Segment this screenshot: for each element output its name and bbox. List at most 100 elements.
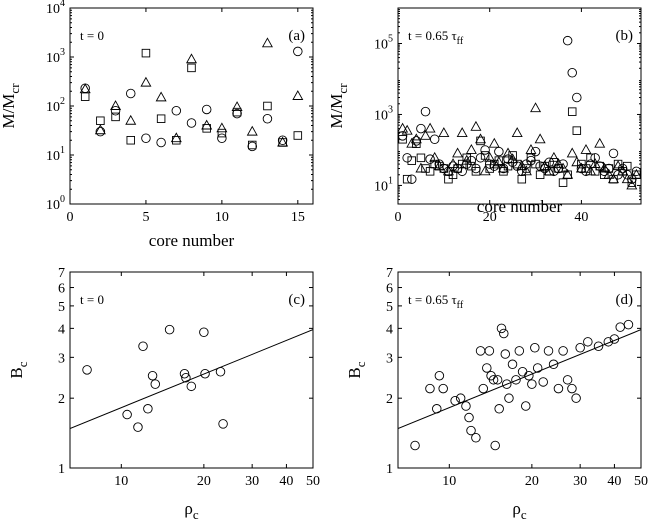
data-point-triangle	[502, 147, 514, 158]
data-point-triangle	[94, 124, 106, 135]
data-point-square	[622, 161, 632, 171]
data-point-triangle	[465, 144, 477, 154]
data-point-circle	[402, 153, 412, 163]
y-tick-label: 2	[386, 392, 393, 407]
data-point-triangle	[231, 101, 243, 112]
data-point-circle	[608, 148, 619, 159]
data-layer	[79, 37, 304, 152]
data-point-triangle	[507, 153, 519, 164]
data-point-square	[577, 159, 586, 169]
data-point-circle	[450, 395, 460, 406]
panel-label: (b)	[616, 28, 634, 44]
data-point-triangle	[607, 173, 620, 184]
x-tick-label: 30	[245, 474, 259, 489]
data-point-triangle	[110, 100, 122, 110]
data-point-circle	[627, 174, 637, 184]
y-tick-label: 4	[386, 322, 393, 337]
data-point-triangle	[539, 160, 551, 171]
data-point-circle	[475, 346, 486, 356]
x-tick-label: 0	[67, 210, 74, 225]
data-point-circle	[425, 154, 435, 164]
y-axis-label: Bc	[7, 361, 30, 378]
data-point-triangle	[201, 119, 213, 130]
y-axis-label: M/Mcr	[0, 83, 22, 129]
data-point-circle	[514, 346, 525, 356]
data-point-square	[480, 151, 490, 160]
data-point-triangle	[566, 147, 578, 158]
data-point-triangle	[598, 162, 610, 173]
data-point-triangle	[484, 151, 496, 162]
data-point-triangle	[79, 83, 91, 94]
y-tick-label: 5	[58, 300, 65, 315]
data-point-circle	[496, 323, 507, 334]
data-point-triangle	[516, 160, 528, 171]
panel-label: (a)	[288, 28, 305, 44]
data-point-circle	[511, 375, 521, 385]
data-point-circle	[122, 409, 132, 420]
axes-frame	[397, 271, 642, 469]
data-point-triangle	[398, 122, 409, 133]
data-point-square	[526, 153, 536, 163]
data-point-circle	[521, 401, 531, 411]
y-tick-label: 4	[58, 322, 65, 337]
data-point-circle	[583, 337, 593, 347]
x-axis-label: core number	[477, 197, 563, 216]
data-point-triangle	[456, 127, 468, 137]
data-point-square	[263, 101, 272, 111]
data-point-square	[407, 156, 417, 165]
y-tick-label: 105	[374, 33, 393, 52]
y-tick-label: 102	[46, 96, 65, 115]
data-point-square	[517, 174, 527, 184]
y-tick-label: 104	[46, 0, 65, 17]
data-point-square	[111, 112, 120, 122]
time-annotation: t = 0.65 τff	[408, 28, 464, 47]
data-point-circle	[466, 155, 477, 166]
data-point-triangle	[612, 160, 624, 171]
data-point-triangle	[562, 168, 574, 179]
data-point-circle	[398, 131, 408, 141]
data-point-circle	[410, 440, 420, 451]
x-axis-label: ρc	[184, 499, 198, 522]
data-point-circle	[538, 377, 548, 387]
data-point-circle	[457, 166, 467, 177]
data-point-circle	[277, 135, 288, 145]
x-tick-label: 10	[442, 474, 456, 489]
data-point-circle	[492, 375, 503, 385]
data-point-circle	[475, 153, 486, 163]
data-point-circle	[218, 419, 228, 429]
data-point-circle	[181, 372, 191, 383]
data-point-circle	[464, 412, 474, 423]
fit-line	[70, 329, 313, 429]
data-point-circle	[558, 346, 568, 356]
data-point-triangle	[575, 162, 587, 173]
panel-d: 10 20 30 40 50 1 2 3 4 5 67 t = 0.65 τff (d) Bc ρc	[345, 266, 648, 522]
data-point-triangle	[543, 165, 555, 176]
data-point-circle	[186, 118, 197, 128]
data-point-circle	[553, 383, 564, 394]
axes-frame	[69, 271, 314, 469]
data-point-square	[402, 174, 412, 184]
data-point-square	[293, 131, 303, 140]
panel-c: 10 20 30 40 50 1 2 3 4 5 67 t = 0 (c) Bc ρc	[7, 266, 320, 522]
data-point-circle	[585, 159, 596, 169]
y-tick-label: 7	[58, 266, 65, 281]
data-point-circle	[581, 166, 591, 177]
data-point-square	[80, 92, 90, 101]
data-point-circle	[631, 166, 641, 177]
data-point-circle	[478, 383, 489, 394]
data-point-circle	[420, 106, 431, 117]
data-point-triangle	[277, 136, 289, 147]
data-point-circle	[502, 379, 512, 389]
data-point-square	[217, 128, 227, 138]
panel-label: (d)	[616, 292, 634, 308]
data-point-square	[508, 151, 517, 160]
data-point-triangle	[475, 133, 487, 144]
x-tick-label: 50	[634, 474, 648, 489]
data-point-square	[572, 126, 582, 135]
data-point-circle	[455, 393, 466, 403]
y-axis-label: M/Mcr	[327, 83, 350, 129]
data-point-circle	[603, 337, 614, 347]
data-point-triangle	[170, 132, 182, 143]
data-point-triangle	[557, 162, 569, 173]
